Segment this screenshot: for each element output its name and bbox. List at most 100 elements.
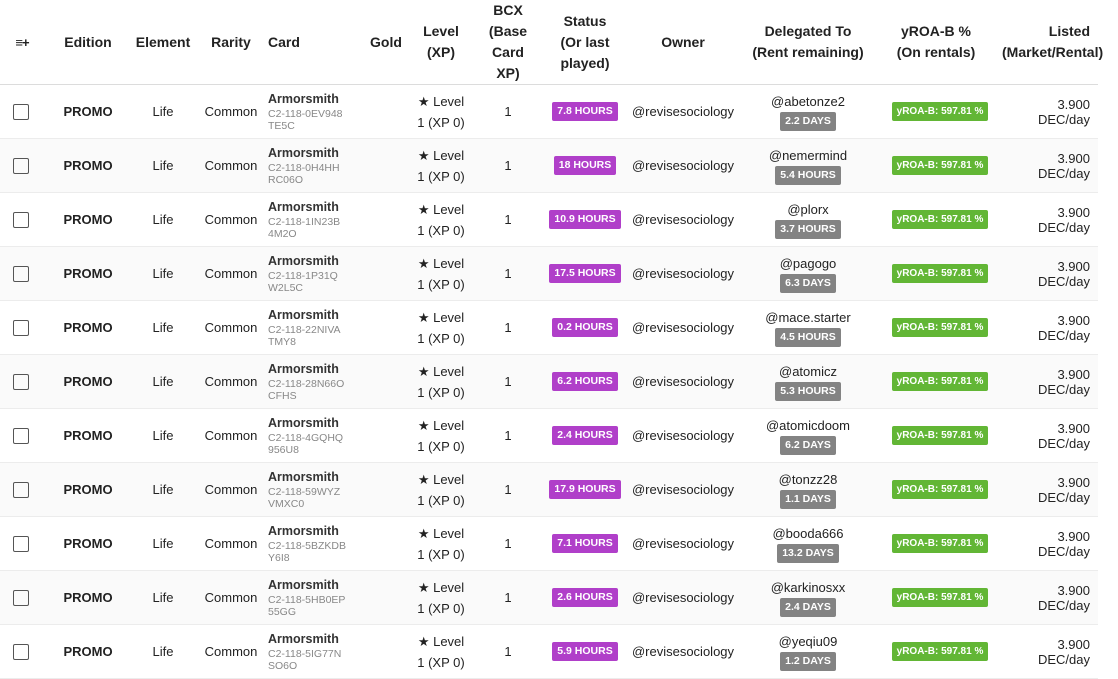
edition-cell: PROMO xyxy=(44,300,132,355)
row-checkbox[interactable] xyxy=(13,103,29,120)
col-card[interactable]: Card xyxy=(268,0,364,85)
rent-remaining-badge: 2.4 DAYS xyxy=(780,597,836,617)
row-checkbox[interactable] xyxy=(13,211,29,228)
gold-cell xyxy=(364,246,408,301)
gold-cell xyxy=(364,624,408,679)
delegate-name[interactable]: @tonzz28 xyxy=(778,471,838,487)
card-name[interactable]: Armorsmith xyxy=(268,469,339,484)
rent-remaining-badge: 5.3 HOURS xyxy=(775,381,841,401)
card-name[interactable]: Armorsmith xyxy=(268,253,339,268)
table-row[interactable]: PROMO Life Common Armorsmith C2-118-1IN2… xyxy=(0,192,1098,247)
owner-cell[interactable]: @revisesociology xyxy=(628,516,738,571)
gold-cell xyxy=(364,516,408,571)
owner-cell[interactable]: @revisesociology xyxy=(628,408,738,463)
card-cell: Armorsmith C2-118-0H4HHRC06O xyxy=(268,138,364,193)
row-checkbox[interactable] xyxy=(13,535,29,552)
delegate-name[interactable]: @mace.starter xyxy=(765,309,851,325)
row-checkbox[interactable] xyxy=(13,319,29,336)
gold-cell xyxy=(364,300,408,355)
table-row[interactable]: PROMO Life Common Armorsmith C2-118-22NI… xyxy=(0,300,1098,355)
delegate-name[interactable]: @booda666 xyxy=(772,525,844,541)
yroa-badge: yROA-B: 597.81 % xyxy=(891,480,989,499)
owner-cell[interactable]: @revisesociology xyxy=(628,246,738,301)
card-name[interactable]: Armorsmith xyxy=(268,145,339,160)
delegate-name[interactable]: @atomicz xyxy=(779,363,837,379)
col-edition[interactable]: Edition xyxy=(44,0,132,85)
card-name[interactable]: Armorsmith xyxy=(268,577,339,592)
owner-cell[interactable]: @revisesociology xyxy=(628,462,738,517)
table-row[interactable]: PROMO Life Common Armorsmith C2-118-0EV9… xyxy=(0,84,1098,139)
level-xp: 1 (XP 0) xyxy=(417,330,465,346)
card-name[interactable]: Armorsmith xyxy=(268,91,339,106)
level-xp: 1 (XP 0) xyxy=(417,276,465,292)
col-bcx[interactable]: BCX (Base Card XP) xyxy=(474,0,542,85)
owner-cell[interactable]: @revisesociology xyxy=(628,84,738,139)
owner-cell[interactable]: @revisesociology xyxy=(628,192,738,247)
card-name[interactable]: Armorsmith xyxy=(268,307,339,322)
delegate-name[interactable]: @atomicdoom xyxy=(765,417,850,433)
owner-cell[interactable]: @revisesociology xyxy=(628,354,738,409)
col-element[interactable]: Element xyxy=(132,0,194,85)
table-row[interactable]: PROMO Life Common Armorsmith C2-118-4GQH… xyxy=(0,408,1098,463)
delegate-name[interactable]: @plorx xyxy=(787,201,829,217)
bcx-cell: 1 xyxy=(474,138,542,193)
row-select-cell xyxy=(0,192,44,247)
col-listed[interactable]: Listed (Market/Rental) xyxy=(1002,0,1103,85)
star-icon: ★ xyxy=(417,633,430,649)
table-row[interactable]: PROMO Life Common Armorsmith C2-118-0H4H… xyxy=(0,138,1098,193)
row-checkbox[interactable] xyxy=(13,373,29,390)
yroa-cell: yROA-B: 597.81 % xyxy=(878,84,1002,139)
col-level[interactable]: Level (XP) xyxy=(408,0,474,85)
delegate-name[interactable]: @yeqiu09 xyxy=(778,633,838,649)
owner-cell[interactable]: @revisesociology xyxy=(628,300,738,355)
row-checkbox[interactable] xyxy=(13,157,29,174)
card-name[interactable]: Armorsmith xyxy=(268,523,339,538)
delegate-name[interactable]: @nemermind xyxy=(768,147,848,163)
col-gold[interactable]: Gold xyxy=(364,0,408,85)
owner-cell[interactable]: @revisesociology xyxy=(628,570,738,625)
table-row[interactable]: PROMO Life Common Armorsmith C2-118-59WY… xyxy=(0,462,1098,517)
row-checkbox[interactable] xyxy=(13,481,29,498)
card-name[interactable]: Armorsmith xyxy=(268,631,339,646)
yroa-badge: yROA-B: 597.81 % xyxy=(891,642,989,661)
row-checkbox[interactable] xyxy=(13,427,29,444)
level-cell: ★ Level 1 (XP 0) xyxy=(408,354,474,409)
gold-cell xyxy=(364,570,408,625)
column-menu-button[interactable]: ≡+ xyxy=(0,0,44,85)
table-row[interactable]: PROMO Life Common Armorsmith C2-118-5IG7… xyxy=(0,624,1098,679)
level-label: Level xyxy=(433,525,465,541)
level-cell: ★ Level 1 (XP 0) xyxy=(408,516,474,571)
status-cell: 18 HOURS xyxy=(542,138,628,193)
delegate-name[interactable]: @karkinosxx xyxy=(770,579,846,595)
col-owner[interactable]: Owner xyxy=(628,0,738,85)
delegate-name[interactable]: @abetonze2 xyxy=(771,93,845,109)
delegate-name[interactable]: @pagogo xyxy=(779,255,837,271)
owner-cell[interactable]: @revisesociology xyxy=(628,138,738,193)
col-rarity[interactable]: Rarity xyxy=(194,0,268,85)
card-name[interactable]: Armorsmith xyxy=(268,415,339,430)
star-icon: ★ xyxy=(417,417,430,433)
col-yroa[interactable]: yROA-B % (On rentals) xyxy=(878,0,1002,85)
star-icon: ★ xyxy=(417,363,430,379)
owner-cell[interactable]: @revisesociology xyxy=(628,624,738,679)
card-name[interactable]: Armorsmith xyxy=(268,199,339,214)
row-checkbox[interactable] xyxy=(13,265,29,282)
row-checkbox[interactable] xyxy=(13,589,29,606)
edition-cell: PROMO xyxy=(44,570,132,625)
star-icon: ★ xyxy=(417,309,430,325)
table-row[interactable]: PROMO Life Common Armorsmith C2-118-1P31… xyxy=(0,246,1098,301)
card-cell: Armorsmith C2-118-5BZKDBY6I8 xyxy=(268,516,364,571)
col-status[interactable]: Status (Or last played) xyxy=(542,0,628,85)
col-delegated[interactable]: Delegated To (Rent remaining) xyxy=(738,0,878,85)
bcx-cell: 1 xyxy=(474,192,542,247)
row-checkbox[interactable] xyxy=(13,643,29,660)
level-label: Level xyxy=(433,471,465,487)
table-row[interactable]: PROMO Life Common Armorsmith C2-118-28N6… xyxy=(0,354,1098,409)
table-row[interactable]: PROMO Life Common Armorsmith C2-118-5BZK… xyxy=(0,516,1098,571)
table-row[interactable]: PROMO Life Common Armorsmith C2-118-5HB0… xyxy=(0,570,1098,625)
star-icon: ★ xyxy=(417,93,430,109)
level-label: Level xyxy=(433,255,465,271)
card-uid: C2-118-5BZKDBY6I8 xyxy=(268,539,347,564)
yroa-cell: yROA-B: 597.81 % xyxy=(878,408,1002,463)
card-name[interactable]: Armorsmith xyxy=(268,361,339,376)
